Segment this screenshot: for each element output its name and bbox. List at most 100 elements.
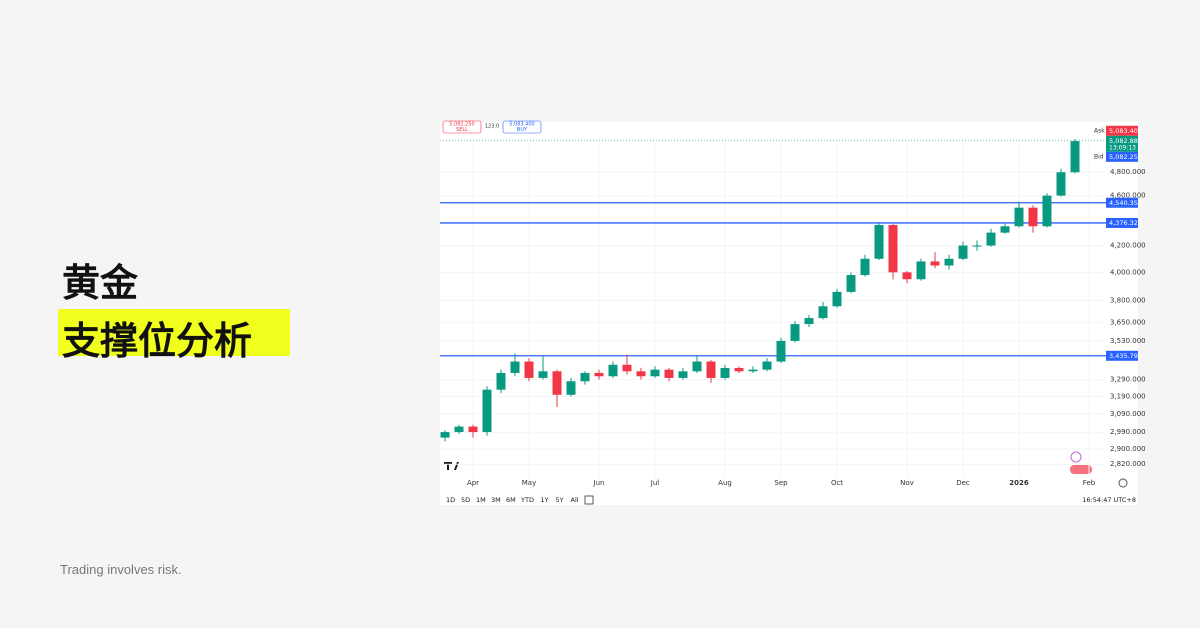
candle-body — [930, 261, 940, 266]
x-tick-label: Oct — [831, 479, 843, 487]
price-label: 5,082.250 — [1109, 153, 1142, 161]
headline-subtitle: 支撑位分析 — [62, 319, 253, 363]
candle-body — [776, 340, 786, 362]
y-tick-label: 4,200.000 — [1110, 242, 1146, 250]
range-button[interactable]: 5D — [461, 496, 470, 504]
x-tick-label: Nov — [900, 479, 914, 487]
y-tick-label: 4,000.000 — [1110, 268, 1146, 276]
y-tick-label: 3,530.000 — [1110, 337, 1146, 345]
candle-body — [1056, 172, 1066, 196]
price-name: Ask — [1094, 127, 1105, 134]
range-button[interactable]: 5Y — [556, 496, 564, 504]
range-button[interactable]: 3M — [491, 496, 501, 504]
level-label: 4,376.322 — [1109, 219, 1142, 227]
price-name: Bid — [1094, 153, 1104, 160]
candle-body — [664, 369, 674, 378]
candle-body — [552, 371, 562, 395]
candle-body — [790, 324, 800, 341]
price-badge — [1106, 125, 1138, 136]
sell-price: 5,082.250 — [449, 122, 474, 128]
candle-body — [482, 389, 492, 433]
range-button[interactable]: All — [571, 496, 579, 504]
y-tick-label: 3,290.000 — [1110, 376, 1146, 384]
x-tick-label: 2026 — [1009, 479, 1029, 487]
candle-body — [1042, 195, 1052, 227]
candle-body — [804, 318, 814, 325]
candle-body — [832, 291, 842, 307]
candle-body — [762, 361, 772, 370]
candle-body — [678, 371, 688, 378]
calendar-icon[interactable] — [584, 495, 594, 505]
candle-body — [608, 364, 618, 377]
candle-body — [692, 361, 702, 372]
candle-body — [748, 369, 758, 372]
candle-body — [972, 245, 982, 247]
candle-body — [440, 432, 450, 438]
price-badge — [1106, 135, 1138, 152]
range-button[interactable]: 1D — [446, 496, 455, 504]
settings-icon[interactable] — [1118, 478, 1128, 488]
level-badge — [1106, 217, 1138, 228]
candle-body — [538, 371, 548, 378]
candle-body — [1028, 207, 1038, 227]
candle-body — [510, 361, 520, 373]
y-tick-label: 3,190.000 — [1110, 393, 1146, 401]
candle-body — [958, 245, 968, 259]
event-icon — [1070, 451, 1082, 463]
candle-body — [874, 225, 884, 259]
level-label: 4,540.352 — [1109, 199, 1142, 207]
candle-body — [580, 372, 590, 382]
price-badge — [1106, 151, 1138, 162]
candle-body — [734, 368, 744, 372]
candle-body — [566, 381, 576, 395]
range-button[interactable]: 1M — [476, 496, 486, 504]
level-badge — [1106, 197, 1138, 208]
y-tick-label: 3,800.000 — [1110, 296, 1146, 304]
event-icon — [1070, 465, 1092, 474]
candle-body — [916, 261, 926, 280]
candle-body — [986, 232, 996, 246]
candle-body — [454, 426, 464, 433]
candle-body — [636, 371, 646, 377]
chart-panel — [440, 122, 1138, 505]
x-tick-label: Dec — [956, 479, 970, 487]
y-tick-label: 2,900.000 — [1110, 445, 1146, 453]
range-button[interactable]: 1Y — [541, 496, 549, 504]
candle-body — [902, 272, 912, 280]
x-tick-label: May — [522, 479, 536, 487]
candle-body — [706, 361, 716, 378]
x-tick-label: Jun — [593, 479, 605, 487]
range-button[interactable]: 6M — [506, 496, 516, 504]
sell-label: SELL — [456, 127, 468, 133]
disclaimer: Trading involves risk. — [60, 562, 182, 577]
price-label: 5,083.400 — [1109, 127, 1142, 135]
x-tick-label: Apr — [467, 479, 479, 487]
headline-title: 黄金 — [62, 261, 139, 305]
candle-body — [622, 364, 632, 372]
clock: 16:54:47 UTC+8 — [1082, 496, 1136, 504]
range-button[interactable]: YTD — [520, 496, 534, 504]
candle-body — [860, 258, 870, 276]
candle-body — [468, 426, 478, 433]
y-tick-label: 4,600.000 — [1110, 192, 1146, 200]
x-tick-label: Aug — [718, 479, 732, 487]
candle-body — [846, 275, 856, 292]
buy-button[interactable] — [502, 120, 542, 134]
y-tick-label: 4,800.000 — [1110, 168, 1146, 176]
x-tick-label: Sep — [774, 479, 788, 487]
candle-body — [1070, 141, 1080, 173]
highlight — [58, 309, 290, 356]
x-tick-label: Jul — [650, 479, 660, 487]
price-label: 5,082.885 — [1109, 137, 1142, 145]
countdown: 13:09:13 — [1109, 144, 1136, 151]
y-tick-label: 2,990.000 — [1110, 428, 1146, 436]
sell-button[interactable] — [442, 120, 482, 134]
level-badge — [1106, 350, 1138, 361]
candle-body — [720, 368, 730, 378]
candle-body — [1014, 207, 1024, 227]
candle-body — [818, 306, 828, 319]
buy-price: 5,083.400 — [509, 122, 534, 128]
y-tick-label: 2,820.000 — [1110, 460, 1146, 468]
candle-body — [524, 361, 534, 378]
